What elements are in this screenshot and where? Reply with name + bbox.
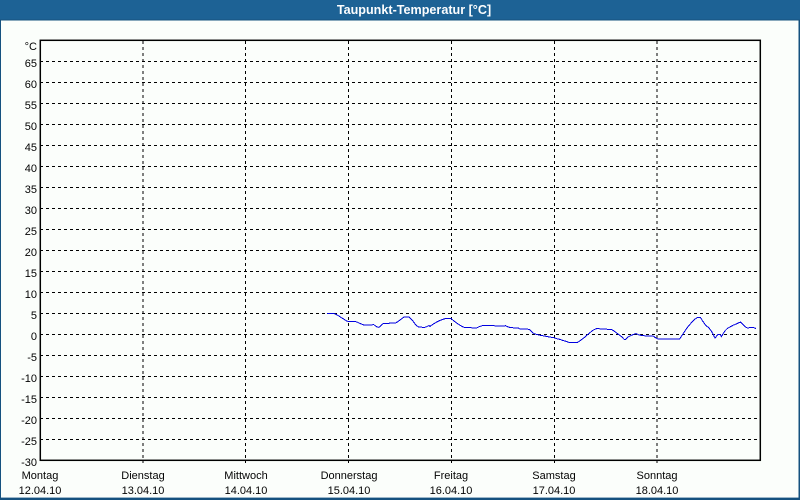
svg-text:-10: -10: [21, 373, 37, 385]
svg-text:16.04.10: 16.04.10: [430, 485, 473, 497]
svg-text:Dienstag: Dienstag: [121, 470, 164, 482]
svg-text:-15: -15: [21, 394, 37, 406]
svg-text:30: 30: [25, 205, 37, 217]
svg-text:12.04.10: 12.04.10: [19, 485, 62, 497]
svg-text:-5: -5: [27, 352, 37, 364]
svg-text:15.04.10: 15.04.10: [328, 485, 371, 497]
svg-text:Sonntag: Sonntag: [637, 470, 678, 482]
svg-text:20: 20: [25, 247, 37, 259]
svg-text:-25: -25: [21, 436, 37, 448]
svg-text:25: 25: [25, 226, 37, 238]
svg-text:50: 50: [25, 121, 37, 133]
svg-text:Montag: Montag: [22, 470, 59, 482]
svg-text:14.04.10: 14.04.10: [225, 485, 268, 497]
svg-text:65: 65: [25, 58, 37, 70]
svg-text:35: 35: [25, 184, 37, 196]
svg-text:Taupunkt-Temperatur [°C]: Taupunkt-Temperatur [°C]: [337, 3, 491, 17]
svg-text:-30: -30: [21, 457, 37, 469]
svg-text:18.04.10: 18.04.10: [636, 485, 679, 497]
svg-text:15: 15: [25, 268, 37, 280]
svg-text:0: 0: [31, 331, 37, 343]
svg-text:60: 60: [25, 79, 37, 91]
svg-text:Mittwoch: Mittwoch: [224, 470, 267, 482]
svg-text:40: 40: [25, 163, 37, 175]
svg-text:10: 10: [25, 289, 37, 301]
svg-text:Samstag: Samstag: [532, 470, 575, 482]
svg-text:-20: -20: [21, 415, 37, 427]
svg-text:55: 55: [25, 100, 37, 112]
svg-text:45: 45: [25, 142, 37, 154]
svg-text:°C: °C: [25, 41, 37, 53]
svg-text:17.04.10: 17.04.10: [533, 485, 576, 497]
svg-text:13.04.10: 13.04.10: [122, 485, 165, 497]
svg-text:5: 5: [31, 310, 37, 322]
svg-text:Freitag: Freitag: [434, 470, 468, 482]
svg-text:Donnerstag: Donnerstag: [321, 470, 378, 482]
